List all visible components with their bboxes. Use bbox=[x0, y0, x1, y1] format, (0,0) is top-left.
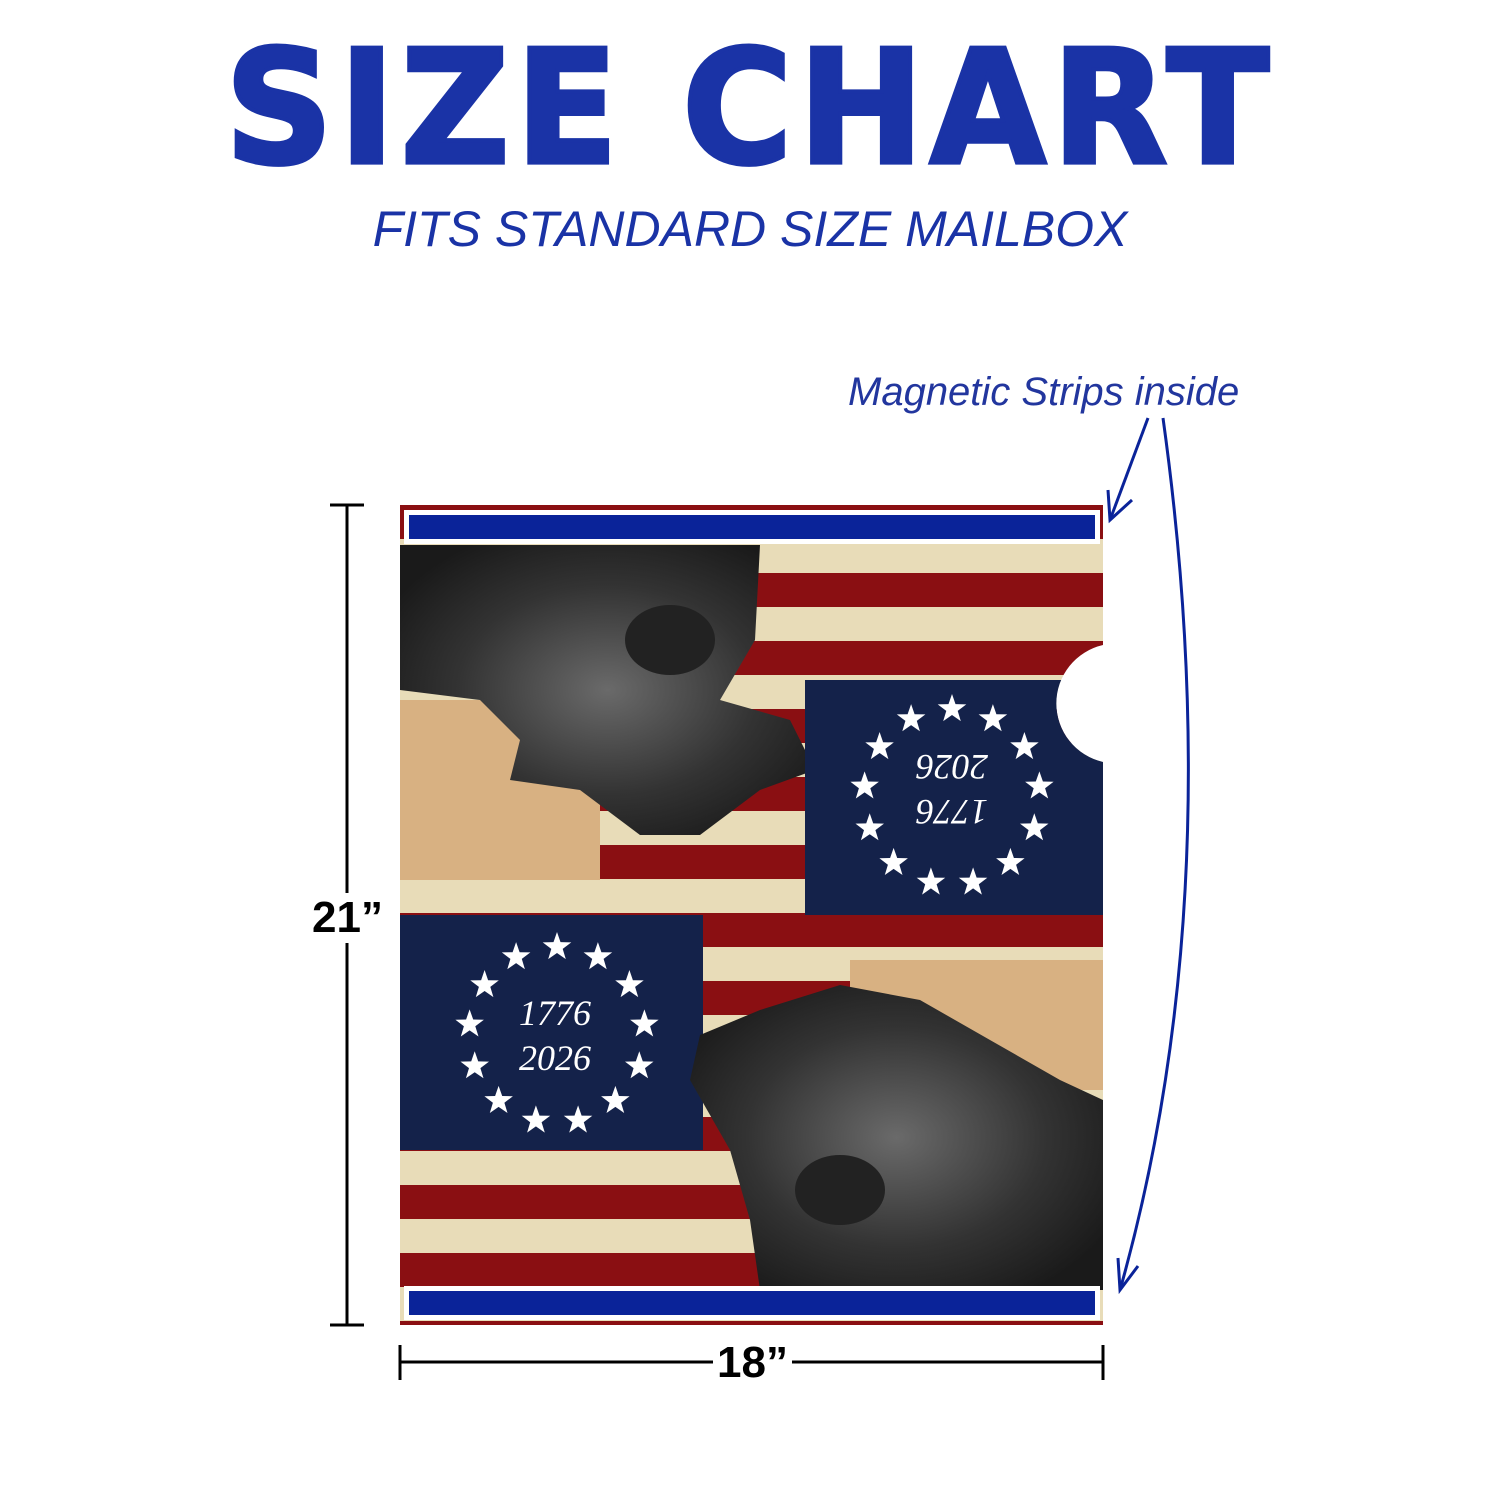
star-icon bbox=[865, 732, 894, 760]
star-icon bbox=[1010, 732, 1039, 760]
star-icon bbox=[484, 1085, 513, 1113]
star-icon bbox=[850, 771, 879, 799]
height-label: 21” bbox=[308, 893, 387, 943]
star-icon bbox=[896, 704, 926, 732]
star-icon bbox=[855, 813, 884, 841]
star-icon bbox=[601, 1085, 630, 1113]
arrow-to-bottom-strip bbox=[1118, 417, 1190, 1291]
canton-bottom-year-1: 1776 bbox=[519, 993, 591, 1033]
magnetic-strips-annotation: Magnetic Strips inside bbox=[848, 370, 1240, 414]
magnetic-strip-bottom bbox=[409, 1291, 1095, 1315]
star-icon bbox=[996, 847, 1025, 875]
star-icon bbox=[521, 1105, 551, 1133]
cow-image-bottom bbox=[690, 985, 1103, 1290]
arrow-to-top-strip bbox=[1108, 417, 1150, 521]
star-icon bbox=[455, 1009, 484, 1037]
canton-top bbox=[805, 680, 1103, 915]
magnetic-strip-top bbox=[409, 515, 1095, 539]
star-icon bbox=[501, 942, 531, 970]
annotation-arrows bbox=[1106, 417, 1190, 1295]
canton-top-year-2: 2026 bbox=[916, 747, 988, 787]
star-icon bbox=[1025, 771, 1054, 799]
star-icon bbox=[460, 1051, 489, 1079]
star-icon bbox=[625, 1051, 654, 1079]
star-icon bbox=[1020, 813, 1049, 841]
star-circle-top bbox=[850, 694, 1054, 895]
star-icon bbox=[615, 970, 644, 998]
star-icon bbox=[937, 694, 967, 722]
page-title: SIZE CHART bbox=[223, 16, 1276, 203]
star-circle-bottom bbox=[455, 932, 659, 1133]
star-icon bbox=[916, 867, 946, 895]
star-icon bbox=[978, 704, 1008, 732]
star-icon bbox=[563, 1105, 593, 1133]
star-icon bbox=[470, 970, 499, 998]
cow-image-top bbox=[400, 545, 815, 835]
star-icon bbox=[958, 867, 988, 895]
canton-bottom-year-2: 2026 bbox=[519, 1038, 591, 1078]
star-icon bbox=[630, 1009, 659, 1037]
canton-top-year-1: 1776 bbox=[916, 792, 988, 832]
star-icon bbox=[542, 932, 572, 960]
subtitle: FITS STANDARD SIZE MAILBOX bbox=[372, 201, 1128, 257]
star-icon bbox=[583, 942, 613, 970]
width-label: 18” bbox=[713, 1338, 792, 1388]
star-icon bbox=[879, 847, 908, 875]
mailbox-wrap-panel: 1776 2026 1776 2026 bbox=[400, 505, 1103, 1325]
